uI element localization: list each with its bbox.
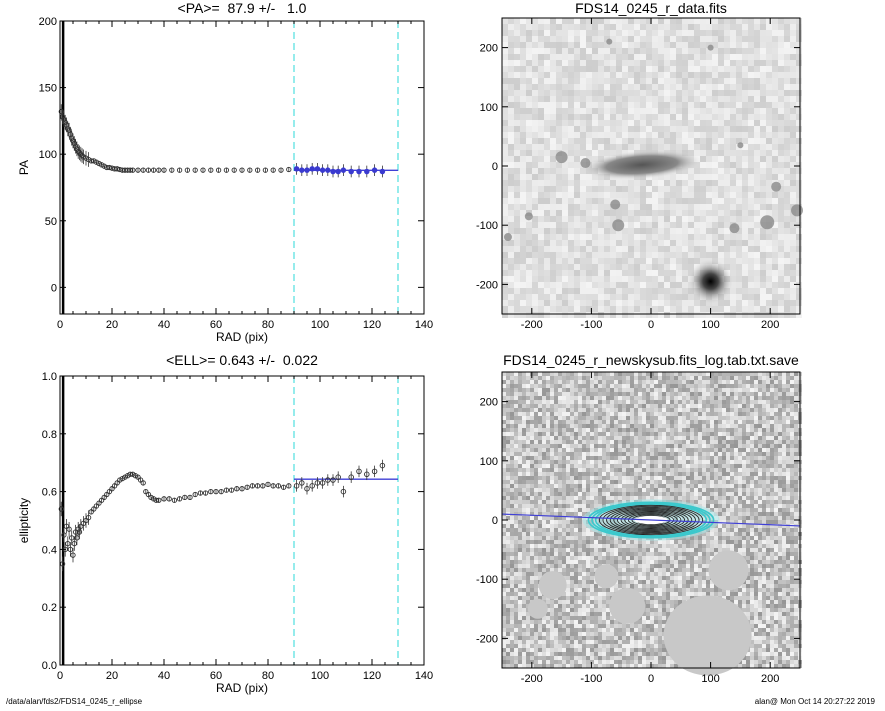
fit-data-point bbox=[357, 169, 362, 174]
faint-source bbox=[612, 219, 624, 231]
x-axis-label: RAD (pix) bbox=[216, 330, 268, 344]
data-image: -200 -100 0 100 200 -200 -100 0 100 200 bbox=[460, 0, 885, 350]
fit-data-point bbox=[349, 169, 354, 174]
y-tick-label: 0.6 bbox=[42, 487, 57, 499]
y-tick-label: 200 bbox=[480, 43, 498, 55]
faint-source bbox=[606, 39, 612, 45]
x-tick-label: 140 bbox=[415, 319, 433, 331]
fit-data-point bbox=[315, 167, 320, 172]
x-tick-label: 100 bbox=[701, 673, 719, 685]
fit-data-point bbox=[326, 168, 331, 173]
x-tick-label: 20 bbox=[106, 670, 118, 682]
y-tick-label: 0 bbox=[51, 282, 57, 294]
footer-user-time: alan@ Mon Oct 14 20:27:22 2019 bbox=[755, 697, 875, 706]
faint-source bbox=[525, 212, 533, 220]
masked-region bbox=[539, 571, 567, 599]
y-tick-label: 150 bbox=[39, 83, 57, 95]
faint-source bbox=[556, 151, 568, 163]
fit-data-point bbox=[310, 167, 315, 172]
fit-data-point bbox=[380, 169, 385, 174]
y-tick-label: -200 bbox=[476, 279, 498, 291]
x-tick-label: 100 bbox=[311, 319, 329, 331]
masked-region bbox=[708, 550, 748, 590]
y-tick-label: 100 bbox=[480, 102, 498, 114]
x-tick-label: 0 bbox=[57, 670, 63, 682]
x-tick-label: 200 bbox=[761, 673, 779, 685]
faint-source bbox=[580, 158, 590, 168]
y-tick-label: 0.8 bbox=[42, 429, 57, 441]
fit-data-point bbox=[331, 169, 336, 174]
masked-star-region bbox=[664, 595, 752, 675]
y-tick-label: -200 bbox=[476, 633, 498, 645]
fit-data-point bbox=[372, 168, 377, 173]
y-axis-label: ellipticity bbox=[17, 498, 31, 543]
x-tick-label: 120 bbox=[363, 319, 381, 331]
x-tick-label: 40 bbox=[158, 670, 170, 682]
x-tick-label: -200 bbox=[521, 673, 543, 685]
x-axis-label: RAD (pix) bbox=[216, 681, 268, 695]
y-tick-label: 200 bbox=[480, 397, 498, 409]
fit-data-point bbox=[336, 169, 341, 174]
x-tick-label: -100 bbox=[580, 673, 602, 685]
fit-data-point bbox=[294, 167, 299, 172]
masked-region bbox=[609, 588, 645, 624]
x-tick-label: 0 bbox=[648, 319, 654, 331]
y-axis-label: PA bbox=[17, 160, 31, 175]
fit-data-point bbox=[341, 168, 346, 173]
x-tick-label: 40 bbox=[158, 319, 170, 331]
x-tick-label: -200 bbox=[521, 319, 543, 331]
y-tick-label: 0.2 bbox=[42, 602, 57, 614]
x-tick-label: -100 bbox=[580, 319, 602, 331]
faint-source bbox=[708, 45, 714, 51]
faint-source bbox=[737, 142, 743, 148]
model-image-title: FDS14_0245_r_newskysub.fits_log.tab.txt.… bbox=[482, 352, 820, 368]
y-tick-label: 0 bbox=[492, 515, 498, 527]
footer-path: /data/alan/fds2/FDS14_0245_r_ellipse bbox=[6, 697, 142, 706]
model-image: -200 -100 0 100 200 -200 -100 0 100 200 bbox=[460, 352, 885, 706]
faint-source bbox=[504, 233, 512, 241]
x-tick-label: 200 bbox=[761, 319, 779, 331]
y-tick-label: 50 bbox=[45, 216, 57, 228]
x-tick-label: 0 bbox=[648, 673, 654, 685]
x-tick-label: 0 bbox=[57, 319, 63, 331]
y-tick-label: -100 bbox=[476, 574, 498, 586]
faint-source bbox=[771, 182, 781, 192]
fit-data-point bbox=[300, 168, 305, 173]
x-tick-label: 120 bbox=[363, 670, 381, 682]
data-image-title: FDS14_0245_r_data.fits bbox=[502, 0, 800, 16]
y-tick-label: 0.0 bbox=[42, 660, 57, 672]
faint-source bbox=[791, 204, 803, 216]
y-tick-label: 100 bbox=[39, 149, 57, 161]
x-tick-label: 140 bbox=[415, 670, 433, 682]
plot-frame bbox=[60, 376, 424, 665]
x-tick-label: 100 bbox=[311, 670, 329, 682]
model-image-panel: FDS14_0245_r_newskysub.fits_log.tab.txt.… bbox=[460, 352, 885, 706]
y-tick-label: 100 bbox=[480, 456, 498, 468]
bright-star bbox=[689, 259, 733, 303]
masked-region bbox=[528, 599, 548, 619]
fit-data-point bbox=[365, 169, 370, 174]
faint-source bbox=[760, 215, 774, 229]
masked-region bbox=[594, 564, 618, 588]
y-tick-label: 200 bbox=[39, 16, 57, 28]
fit-data-point bbox=[305, 168, 310, 173]
pa-plot-title: <PA>= 87.9 +/- 1.0 bbox=[60, 0, 424, 16]
y-tick-label: 0.4 bbox=[42, 544, 57, 556]
faint-source bbox=[610, 199, 620, 209]
ellipticity-plot-title: <ELL>= 0.643 +/- 0.022 bbox=[60, 352, 424, 368]
faint-source bbox=[729, 223, 739, 233]
fit-data-point bbox=[320, 168, 325, 173]
y-tick-label: 0 bbox=[492, 161, 498, 173]
x-tick-label: 100 bbox=[701, 319, 719, 331]
y-tick-label: 1.0 bbox=[42, 371, 57, 383]
y-tick-label: -100 bbox=[476, 220, 498, 232]
x-tick-label: 20 bbox=[106, 319, 118, 331]
